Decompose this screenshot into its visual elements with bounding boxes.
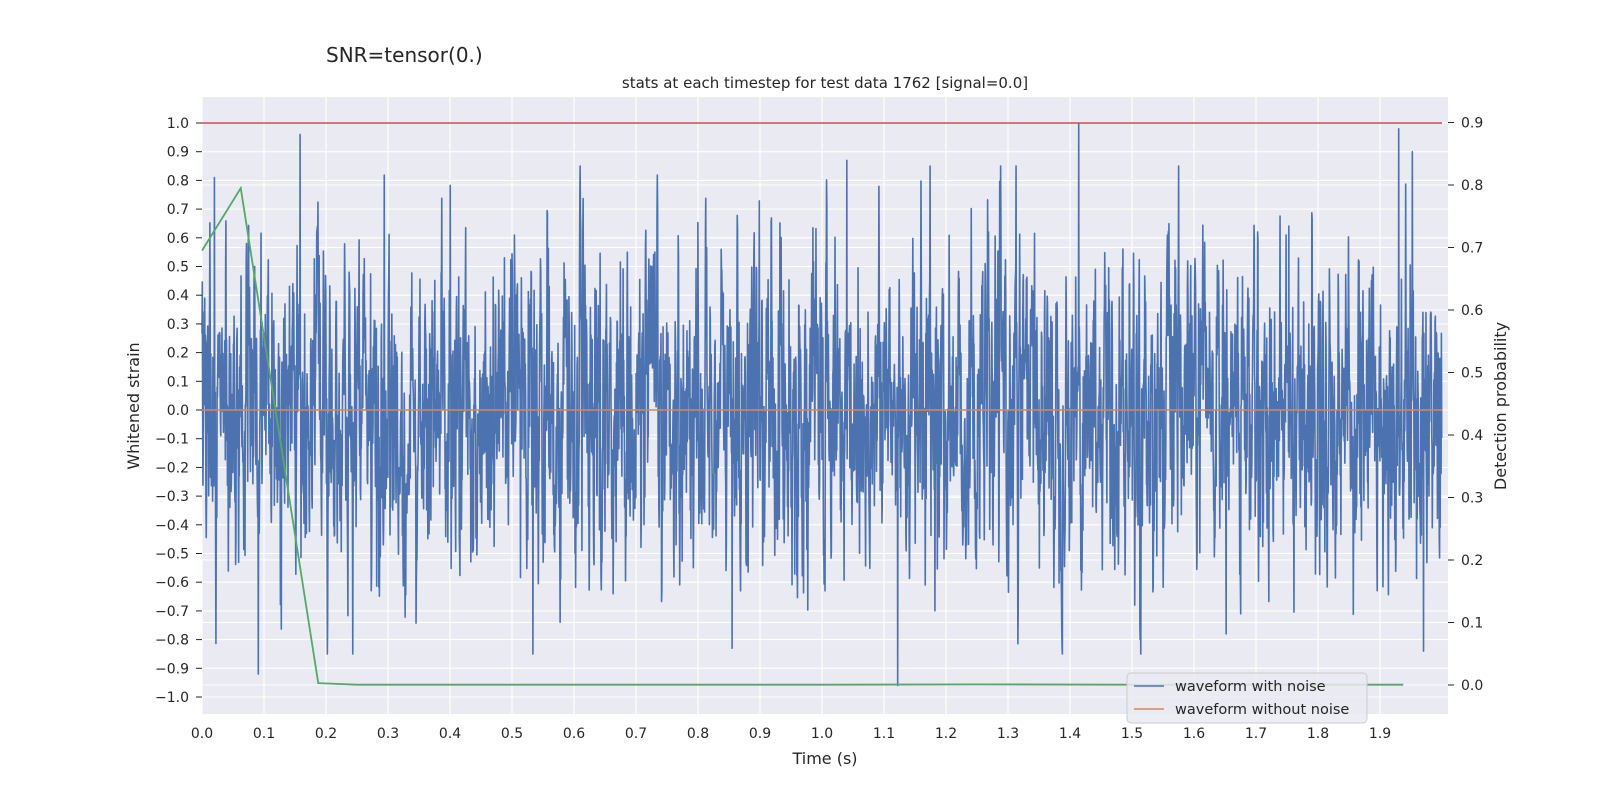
y-tick-label-left: −0.5 (155, 547, 189, 563)
y-tick-label-left: −0.2 (155, 460, 189, 476)
y-tick-label-right: 0.4 (1461, 428, 1483, 444)
y-tick-label-left: 0.7 (167, 202, 189, 218)
y-tick-label-left: 0.3 (167, 317, 189, 333)
y-tick-label-left: −0.7 (155, 604, 189, 620)
x-tick-label: 1.2 (935, 726, 957, 742)
x-tick-label: 1.9 (1369, 726, 1391, 742)
x-tick-label: 0.6 (563, 726, 585, 742)
x-tick-label: 1.4 (1059, 726, 1081, 742)
y-tick-label-left: 0.1 (167, 374, 189, 390)
x-tick-label: 1.5 (1121, 726, 1143, 742)
x-tick-label: 1.0 (811, 726, 833, 742)
y-tick-label-left: 0.5 (167, 260, 189, 276)
x-tick-label: 0.3 (377, 726, 399, 742)
y-tick-label-left: 0.9 (167, 145, 189, 161)
x-tick-label: 1.1 (873, 726, 895, 742)
chart-title: stats at each timestep for test data 176… (622, 74, 1028, 92)
y-axis-label-right: Detection probability (1491, 322, 1510, 490)
y-tick-label-left: 0.2 (167, 346, 189, 362)
x-tick-label: 1.3 (997, 726, 1019, 742)
x-tick-label: 0.5 (501, 726, 523, 742)
y-axis-label-left: Whitened strain (124, 342, 143, 469)
x-tick-label: 1.8 (1307, 726, 1329, 742)
y-tick-label-left: 1.0 (167, 116, 189, 132)
x-tick-label: 1.6 (1183, 726, 1205, 742)
y-tick-label-left: 0.6 (167, 231, 189, 247)
y-tick-label-left: 0.0 (167, 403, 189, 419)
x-tick-label: 0.9 (749, 726, 771, 742)
y-tick-label-left: −0.9 (155, 661, 189, 677)
y-tick-label-right: 0.1 (1461, 616, 1483, 632)
legend: waveform with noise waveform without noi… (1126, 672, 1368, 724)
y-tick-label-right: 0.9 (1461, 116, 1483, 132)
x-tick-label: 0.2 (315, 726, 337, 742)
axes: 0.0 0.1 0.2 0.3 0.4 0.5 0.6 0.7 0.8 0.9 1.0 1.1 1.2 1… (155, 116, 1483, 743)
y-tick-label-left: −0.4 (155, 518, 189, 534)
y-tick-label-right: 0.7 (1461, 241, 1483, 257)
x-tick-label: 1.7 (1245, 726, 1267, 742)
y-tick-label-left: −0.8 (155, 633, 189, 649)
legend-box (1126, 672, 1368, 724)
y-tick-label-left: −0.1 (155, 432, 189, 448)
y-tick-label-right: 0.0 (1461, 678, 1483, 694)
legend-label-noise: waveform with noise (1175, 679, 1326, 695)
y-tick-label-left: −1.0 (155, 690, 189, 706)
y-tick-label-right: 0.5 (1461, 366, 1483, 382)
x-tick-label: 0.0 (191, 726, 213, 742)
y-tick-label-left: −0.3 (155, 489, 189, 505)
x-tick-label: 0.8 (687, 726, 709, 742)
x-tick-label: 0.1 (253, 726, 275, 742)
x-tick-label: 0.4 (439, 726, 461, 742)
y-tick-label-left: −0.6 (155, 575, 189, 591)
x-axis-label: Time (s) (791, 749, 857, 768)
series-waveform-with-noise (201, 122, 1443, 687)
legend-label-clean: waveform without noise (1175, 702, 1349, 718)
x-tick-label: 0.7 (625, 726, 647, 742)
y-tick-label-right: 0.6 (1461, 303, 1483, 319)
y-tick-label-right: 0.2 (1461, 553, 1483, 569)
y-tick-label-right: 0.3 (1461, 491, 1483, 507)
y-tick-label-left: 0.4 (167, 288, 189, 304)
y-tick-label-right: 0.8 (1461, 178, 1483, 194)
y-tick-label-left: 0.8 (167, 173, 189, 189)
figure-suptitle: SNR=tensor(0.) (326, 43, 483, 67)
